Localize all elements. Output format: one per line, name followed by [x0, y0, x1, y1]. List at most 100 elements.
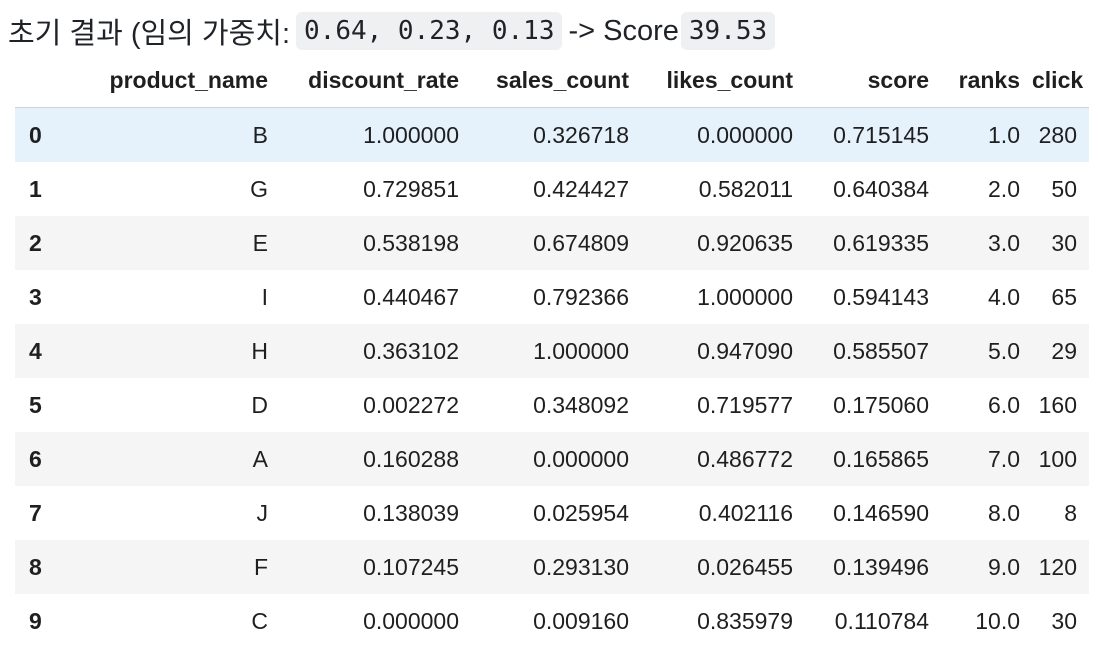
cell-likes-count: 0.835979: [697, 607, 793, 634]
cell-product-name: C: [251, 607, 268, 634]
cell-sales-count: 0.348092: [533, 391, 629, 418]
row-index: 9: [29, 607, 42, 634]
results-table: product_name discount_rate sales_count l…: [15, 54, 1089, 648]
table-row: 6 A 0.160288 0.000000 0.486772 0.165865 …: [15, 432, 1089, 486]
column-header-score: score: [805, 54, 941, 108]
cell-likes-count: 0.026455: [697, 553, 793, 580]
cell-sales-count: 0.000000: [533, 445, 629, 472]
cell-product-name: G: [250, 175, 268, 202]
cell-product-name: I: [261, 283, 268, 310]
row-index: 7: [29, 499, 42, 526]
row-index: 4: [29, 337, 42, 364]
cell-likes-count: 0.920635: [697, 229, 793, 256]
cell-ranks: 10.0: [975, 607, 1020, 634]
column-header-ranks: ranks: [941, 54, 1032, 108]
table-row: 4 H 0.363102 1.000000 0.947090 0.585507 …: [15, 324, 1089, 378]
cell-ranks: 3.0: [988, 229, 1020, 256]
cell-click: 160: [1038, 391, 1077, 418]
cell-ranks: 1.0: [988, 121, 1020, 148]
cell-discount-rate: 0.138039: [363, 499, 459, 526]
heading-arrow-label: -> Score: [568, 14, 679, 47]
cell-ranks: 8.0: [988, 499, 1020, 526]
cell-likes-count: 0.000000: [697, 121, 793, 148]
cell-click: 30: [1051, 229, 1077, 256]
cell-click: 29: [1051, 337, 1077, 364]
cell-sales-count: 0.009160: [533, 607, 629, 634]
weights-code: 0.64, 0.23, 0.13: [296, 12, 563, 50]
row-index: 6: [29, 445, 42, 472]
cell-discount-rate: 0.002272: [363, 391, 459, 418]
cell-score: 0.715145: [833, 121, 929, 148]
cell-product-name: F: [253, 553, 268, 580]
row-index: 8: [29, 553, 42, 580]
cell-likes-count: 0.582011: [698, 175, 793, 202]
cell-likes-count: 0.947090: [697, 337, 793, 364]
row-index: 5: [29, 391, 42, 418]
cell-sales-count: 1.000000: [533, 337, 629, 364]
cell-score: 0.594143: [833, 283, 929, 310]
cell-likes-count: 0.719577: [697, 391, 793, 418]
cell-click: 120: [1038, 553, 1077, 580]
cell-likes-count: 1.000000: [697, 283, 793, 310]
cell-score: 0.139496: [833, 553, 929, 580]
cell-product-name: D: [251, 391, 268, 418]
column-header-product-name: product_name: [68, 54, 280, 108]
row-index: 2: [29, 229, 42, 256]
cell-sales-count: 0.025954: [533, 499, 629, 526]
cell-ranks: 5.0: [988, 337, 1020, 364]
cell-score: 0.175060: [833, 391, 929, 418]
result-heading: 초기 결과 (임의 가중치: 0.64, 0.23, 0.13 -> Score…: [8, 8, 781, 54]
cell-click: 280: [1038, 121, 1077, 148]
cell-product-name: H: [251, 337, 268, 364]
column-header-sales-count: sales_count: [471, 54, 641, 108]
table-row: 1 G 0.729851 0.424427 0.582011 0.640384 …: [15, 162, 1089, 216]
cell-ranks: 9.0: [988, 553, 1020, 580]
heading-prefix: 초기 결과 (임의 가중치:: [8, 18, 291, 50]
cell-click: 100: [1038, 445, 1077, 472]
cell-click: 30: [1051, 607, 1077, 634]
cell-click: 65: [1051, 283, 1077, 310]
cell-sales-count: 0.424427: [533, 175, 629, 202]
table-row: 2 E 0.538198 0.674809 0.920635 0.619335 …: [15, 216, 1089, 270]
table-header-row: product_name discount_rate sales_count l…: [15, 54, 1089, 108]
row-index: 1: [29, 175, 42, 202]
table-row: 0 B 1.000000 0.326718 0.000000 0.715145 …: [15, 107, 1089, 162]
table-row: 5 D 0.002272 0.348092 0.719577 0.175060 …: [15, 378, 1089, 432]
cell-discount-rate: 0.729851: [363, 175, 459, 202]
cell-discount-rate: 0.538198: [363, 229, 459, 256]
cell-product-name: E: [252, 229, 268, 256]
column-header-index: [15, 54, 68, 108]
cell-sales-count: 0.674809: [533, 229, 629, 256]
cell-likes-count: 0.486772: [697, 445, 793, 472]
cell-score: 0.146590: [833, 499, 929, 526]
score-code: 39.53: [680, 12, 776, 50]
row-index: 3: [29, 283, 42, 310]
cell-ranks: 2.0: [988, 175, 1020, 202]
column-header-click: click: [1032, 54, 1089, 108]
cell-score: 0.110784: [834, 607, 929, 634]
table-row: 3 I 0.440467 0.792366 1.000000 0.594143 …: [15, 270, 1089, 324]
cell-discount-rate: 0.160288: [363, 445, 459, 472]
cell-sales-count: 0.792366: [533, 283, 629, 310]
table-row: 9 C 0.000000 0.009160 0.835979 0.110784 …: [15, 594, 1089, 648]
cell-ranks: 7.0: [988, 445, 1020, 472]
cell-product-name: J: [256, 499, 269, 526]
cell-discount-rate: 0.107245: [363, 553, 459, 580]
cell-discount-rate: 0.000000: [363, 607, 459, 634]
table-row: 7 J 0.138039 0.025954 0.402116 0.146590 …: [15, 486, 1089, 540]
cell-sales-count: 0.326718: [533, 121, 629, 148]
cell-score: 0.640384: [833, 175, 929, 202]
column-header-likes-count: likes_count: [641, 54, 805, 108]
table-row: 8 F 0.107245 0.293130 0.026455 0.139496 …: [15, 540, 1089, 594]
cell-sales-count: 0.293130: [533, 553, 629, 580]
cell-score: 0.619335: [833, 229, 929, 256]
cell-score: 0.165865: [833, 445, 929, 472]
cell-likes-count: 0.402116: [698, 499, 793, 526]
column-header-discount-rate: discount_rate: [280, 54, 471, 108]
cell-click: 8: [1064, 499, 1077, 526]
cell-product-name: A: [252, 445, 268, 472]
cell-score: 0.585507: [833, 337, 929, 364]
cell-discount-rate: 1.000000: [363, 121, 459, 148]
cell-discount-rate: 0.440467: [363, 283, 459, 310]
cell-ranks: 4.0: [988, 283, 1020, 310]
